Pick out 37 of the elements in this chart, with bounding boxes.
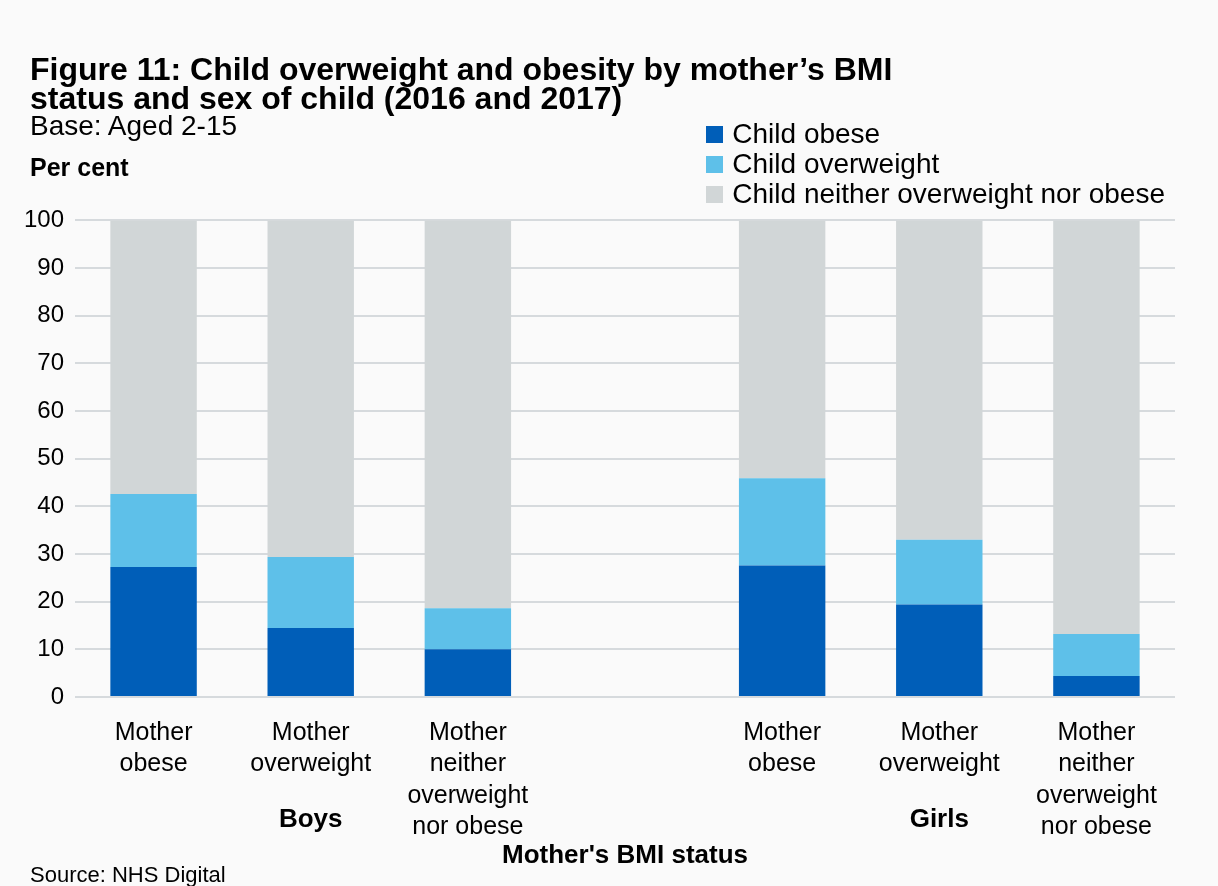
legend-label: Child overweight: [732, 148, 940, 180]
x-tick-label: Mother neither overweight nor obese: [1035, 716, 1157, 840]
y-tick-label: 60: [37, 395, 64, 423]
x-tick-label: Mother overweight: [250, 716, 372, 777]
y-tick-label: 70: [37, 348, 64, 376]
bar: [267, 627, 354, 696]
y-tick-label: 80: [37, 300, 64, 328]
x-axis-title: Mother's BMI status: [502, 838, 748, 869]
bar: [267, 556, 354, 628]
y-tick-label: 10: [37, 633, 64, 661]
y-tick-label: 30: [37, 538, 64, 566]
bar: [896, 604, 983, 696]
bar: [896, 539, 983, 605]
text: Boys: [278, 803, 343, 834]
bar: [424, 649, 512, 696]
text: Girls: [909, 803, 969, 834]
bar: [1053, 634, 1140, 677]
bar: [424, 608, 512, 650]
source-note: Source: NHS Digital: [30, 862, 226, 886]
y-tick-label: 50: [37, 443, 64, 471]
legend-label: Child neither overweight nor obese: [732, 178, 1165, 210]
y-tick-label: 20: [37, 586, 64, 614]
y-tick-label: 90: [37, 252, 64, 280]
x-tick-label: Mother overweight: [878, 716, 1000, 777]
y-tick-label: 40: [37, 490, 64, 518]
legend-label: Child obese: [732, 118, 881, 150]
bar: [110, 493, 197, 567]
y-tick-label: 100: [23, 205, 64, 233]
bar: [1053, 676, 1140, 696]
bar: [738, 478, 826, 566]
y-axis-title: Per cent: [30, 153, 129, 181]
x-tick-label: Mother obese: [743, 716, 822, 777]
y-tick-label: 0: [50, 681, 64, 709]
bar: [738, 565, 826, 696]
x-tick-label: Mother obese: [114, 716, 193, 777]
x-tick-label: Mother neither overweight nor obese: [407, 716, 529, 840]
bar: [110, 566, 197, 696]
